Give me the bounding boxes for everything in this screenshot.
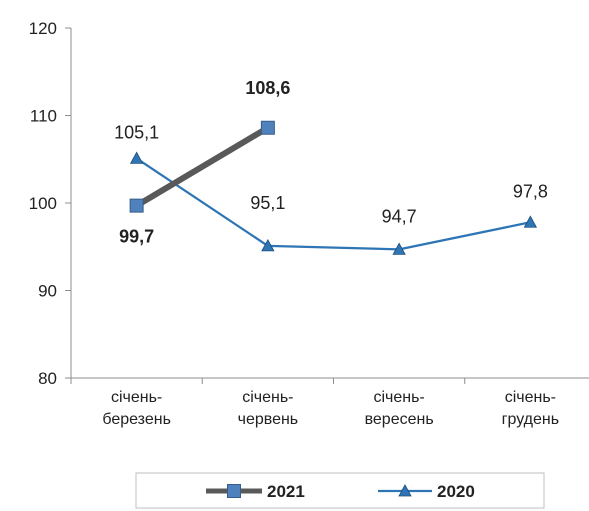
legend-box [135, 472, 545, 509]
x-category-label-line: січень- [111, 389, 162, 406]
legend-marker-2020 [398, 484, 412, 497]
data-point-2020 [129, 151, 144, 164]
x-category-label: січень-грудень [502, 389, 559, 428]
series-layer [129, 120, 538, 255]
data-labels: 99,7 108,6 105,1 95,1 94,7 97,8 [114, 78, 548, 247]
data-label-2020: 97,8 [513, 181, 548, 201]
x-category-label: січень-червень [238, 389, 299, 428]
data-point-2020 [392, 242, 406, 255]
y-tick-label: 120 [29, 19, 57, 38]
x-category-label-line: березень [102, 411, 171, 428]
y-axis-ticks: 80 90 100 110 120 [29, 19, 71, 388]
data-label-2021: 99,7 [119, 227, 154, 247]
data-point-2021 [129, 198, 144, 213]
data-label-2021: 108,6 [245, 78, 290, 98]
chart-axes [70, 28, 589, 379]
y-tick-label: 100 [29, 194, 57, 213]
x-category-label-line: грудень [502, 411, 559, 428]
x-category-label-line: січень- [505, 389, 556, 406]
legend: 2021 2020 [135, 472, 545, 509]
legend-marker-2021 [227, 484, 241, 498]
x-category-label-line: січень- [242, 389, 293, 406]
x-category-label-line: червень [238, 411, 299, 428]
data-point-2020 [523, 215, 538, 228]
x-category-label-line: січень- [373, 389, 424, 406]
data-point-2021 [260, 120, 275, 135]
x-category-label-line: вересень [365, 411, 434, 428]
legend-label-2021: 2021 [267, 482, 305, 501]
data-label-2020: 94,7 [382, 206, 417, 226]
y-tick-label: 90 [38, 282, 57, 301]
x-category-label: січень-вересень [365, 389, 434, 428]
series-line-2021 [135, 125, 270, 209]
series-line-2020 [136, 157, 531, 251]
data-point-2020 [261, 239, 275, 252]
x-axis-ticks: січень-березеньсічень-червеньсічень-вере… [70, 378, 559, 428]
x-category-label: січень-березень [102, 389, 171, 428]
data-label-2020: 95,1 [250, 193, 285, 213]
y-tick-label: 110 [30, 107, 57, 126]
data-label-2020: 105,1 [114, 122, 159, 142]
y-tick-label: 80 [38, 369, 57, 388]
legend-label-2020: 2020 [437, 482, 475, 501]
